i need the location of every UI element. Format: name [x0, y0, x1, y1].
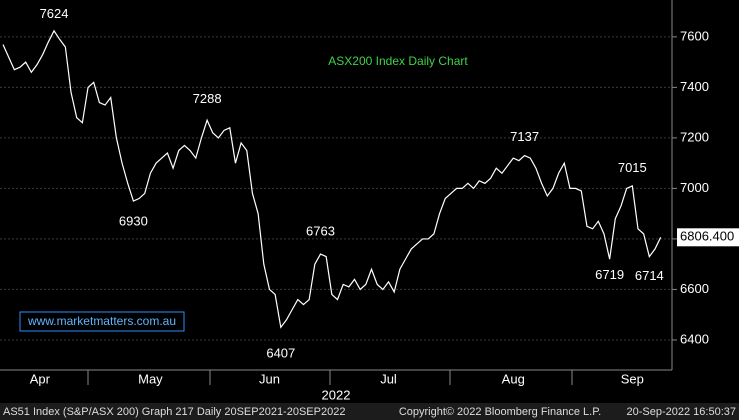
x-tick-label: Jul — [380, 371, 397, 386]
annotation: 6763 — [306, 224, 335, 239]
x-tick-label: Jun — [259, 371, 280, 386]
y-tick-label: 7200 — [680, 129, 709, 144]
x-axis-label: 2022 — [322, 387, 351, 402]
footer-right: 20-Sep-2022 16:50:37 — [627, 406, 736, 418]
x-tick-label: Sep — [621, 371, 644, 386]
x-tick-label: Aug — [502, 371, 525, 386]
y-tick-label: 7600 — [680, 28, 709, 43]
x-tick-label: Apr — [30, 371, 51, 386]
x-tick-label: May — [138, 371, 163, 386]
chart-title: ASX200 Index Daily Chart — [328, 54, 468, 68]
footer-left: AS51 Index (S&P/ASX 200) Graph 217 Daily… — [3, 406, 345, 418]
y-tick-label: 6400 — [680, 331, 709, 346]
y-tick-label: 7400 — [680, 79, 709, 94]
last-value-label: 6806.400 — [680, 229, 734, 244]
annotation: 7288 — [193, 91, 222, 106]
annotation: 6714 — [635, 268, 664, 283]
annotation: 6719 — [595, 267, 624, 282]
annotation: 7137 — [510, 129, 539, 144]
watermark-box — [19, 311, 185, 332]
price-line — [2, 29, 662, 329]
footer-center: Copyright© 2022 Bloomberg Finance L.P. — [399, 406, 601, 418]
annotation: 7624 — [40, 6, 69, 21]
annotation: 7015 — [618, 160, 647, 175]
month-separators — [87, 370, 573, 385]
annotation: 6930 — [119, 214, 148, 229]
footer-bar — [0, 403, 739, 420]
y-tick-label: 6600 — [680, 281, 709, 296]
last-value-box — [677, 228, 739, 247]
watermark: www.marketmatters.com.au — [27, 314, 176, 328]
y-tick-label: 7000 — [680, 180, 709, 195]
annotation: 6407 — [266, 346, 295, 361]
